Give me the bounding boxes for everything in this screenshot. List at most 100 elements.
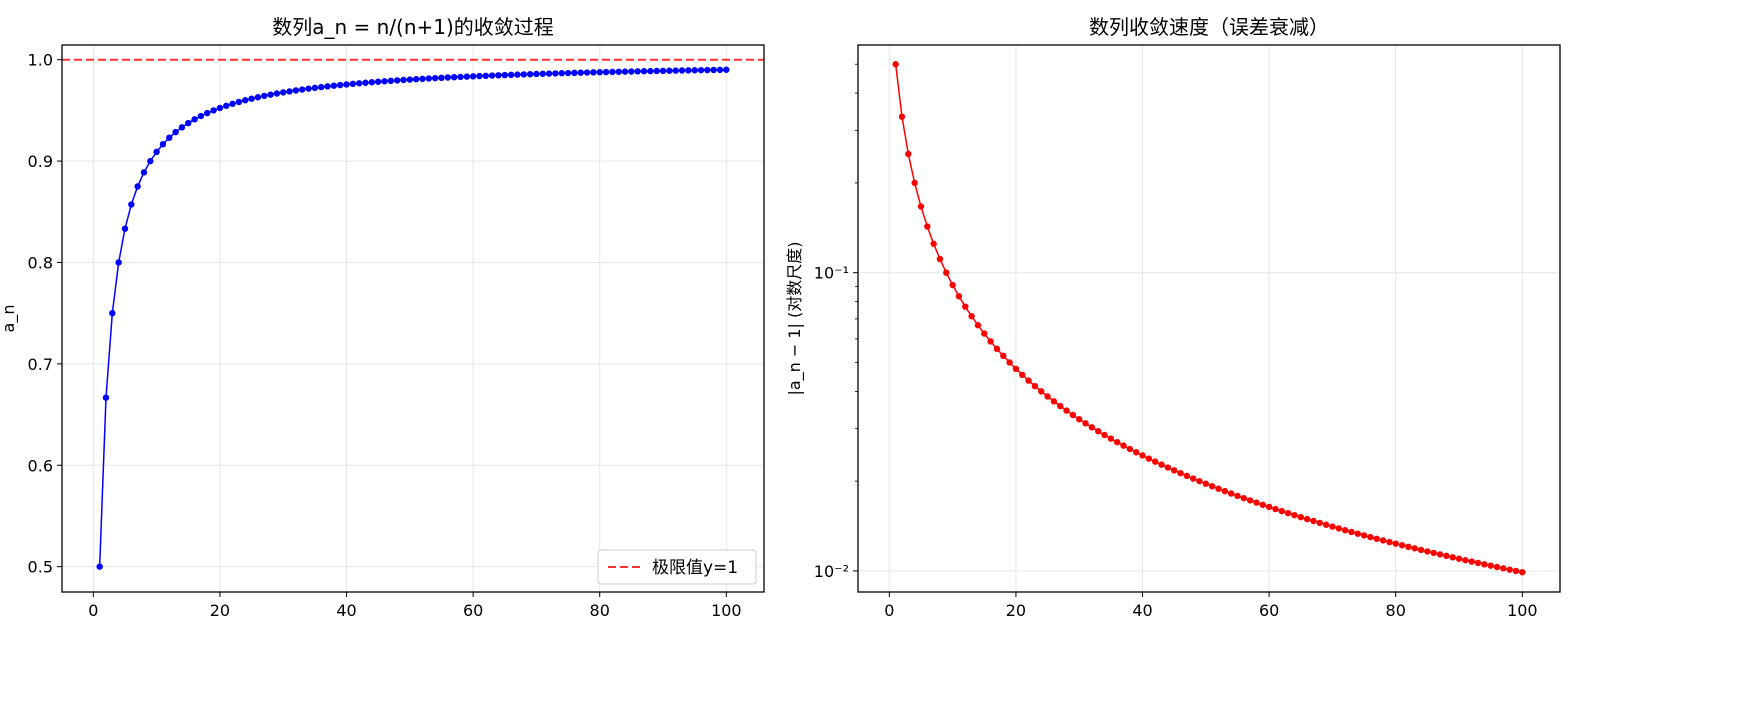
data-point: [653, 67, 660, 75]
x-tick-label: 40: [1132, 601, 1152, 620]
y-tick-label: 10⁻²: [814, 562, 849, 581]
data-point: [1310, 517, 1317, 525]
left-plot-area: [62, 45, 764, 592]
data-point: [659, 67, 667, 75]
data-point: [368, 79, 376, 86]
data-point: [1158, 461, 1165, 468]
data-point: [134, 183, 141, 190]
data-point: [640, 68, 648, 75]
data-point: [1354, 530, 1361, 537]
data-point: [615, 68, 622, 75]
data-point: [545, 70, 553, 77]
data-point: [943, 269, 950, 276]
x-tick-label: 60: [463, 601, 483, 620]
data-point: [1227, 490, 1235, 497]
data-point: [672, 67, 679, 74]
data-point: [1183, 472, 1191, 480]
data-point: [974, 322, 982, 329]
data-point: [362, 79, 369, 86]
data-point: [305, 85, 312, 92]
data-point: [1114, 438, 1121, 446]
data-point: [140, 169, 148, 176]
data-point: [248, 95, 255, 102]
data-point: [1405, 543, 1412, 551]
y-tick-label: 1.0: [28, 51, 53, 70]
data-point: [691, 67, 698, 74]
data-point: [501, 71, 508, 79]
data-point: [438, 74, 445, 82]
data-point: [1481, 561, 1488, 568]
data-point: [178, 124, 186, 131]
data-point: [261, 92, 268, 100]
data-point: [1436, 551, 1444, 558]
data-point: [577, 69, 584, 76]
data-point: [704, 66, 711, 74]
data-point: [514, 71, 521, 78]
data-point: [1265, 503, 1273, 511]
data-point: [685, 67, 692, 74]
data-point: [1278, 507, 1286, 515]
data-point: [924, 223, 931, 230]
data-point: [324, 83, 331, 90]
data-point: [166, 134, 173, 141]
data-point: [1348, 528, 1355, 536]
data-point: [1151, 458, 1159, 465]
data-point: [1189, 475, 1197, 482]
left-legend: 极限值y=1: [597, 549, 757, 585]
y-tick-label: 0.8: [28, 253, 53, 272]
data-point: [355, 80, 363, 87]
data-point: [406, 76, 414, 83]
data-point: [697, 66, 705, 74]
y-tick-label: 0.9: [28, 152, 53, 171]
data-point: [235, 98, 243, 106]
data-point: [634, 68, 641, 75]
legend-box: [597, 549, 757, 585]
data-point: [981, 330, 988, 337]
data-point: [1449, 554, 1456, 561]
x-tick-label: 20: [1006, 601, 1026, 620]
left-data-layer: [62, 58, 764, 570]
data-point: [949, 281, 956, 289]
data-point: [1076, 416, 1083, 423]
data-point: [1145, 455, 1153, 462]
data-point: [520, 71, 527, 78]
data-point: [457, 73, 464, 81]
data-point: [1455, 555, 1463, 562]
data-point: [387, 77, 395, 85]
data-point: [1069, 411, 1077, 419]
data-point: [463, 73, 471, 80]
right-data-layer: [892, 61, 1526, 576]
data-point: [911, 179, 918, 187]
data-point: [1487, 562, 1494, 569]
x-tick-label: 80: [1386, 601, 1406, 620]
right-plot-area: [858, 45, 1560, 592]
data-point: [1107, 435, 1115, 442]
data-point: [273, 90, 281, 97]
data-point: [185, 119, 192, 127]
data-point: [1126, 445, 1134, 453]
data-point: [1297, 513, 1304, 521]
data-point: [507, 71, 515, 79]
data-point: [539, 70, 546, 77]
data-point: [318, 83, 325, 91]
data-point: [1012, 365, 1020, 372]
data-point: [716, 66, 724, 74]
y-tick-label: 0.7: [28, 355, 53, 374]
data-point: [917, 203, 925, 210]
data-point: [710, 66, 717, 74]
data-point: [905, 150, 912, 158]
data-point: [1392, 540, 1399, 547]
data-point: [381, 78, 388, 85]
data-point: [1120, 442, 1127, 449]
data-point: [393, 77, 401, 84]
data-point: [1424, 548, 1431, 555]
data-point: [128, 201, 135, 208]
data-point: [267, 91, 274, 98]
x-tick-label: 100: [711, 601, 742, 620]
data-point: [1221, 487, 1229, 495]
data-point: [1284, 509, 1292, 517]
data-point: [1386, 538, 1393, 546]
data-point: [1208, 483, 1216, 490]
data-point: [204, 109, 211, 117]
